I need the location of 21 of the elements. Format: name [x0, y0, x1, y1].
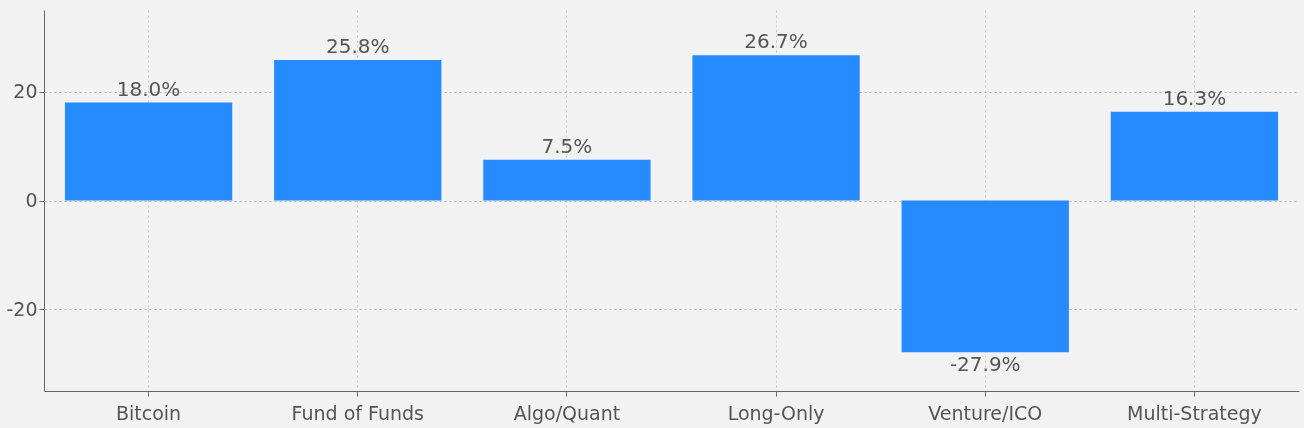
bar — [64, 102, 233, 201]
bar — [483, 159, 651, 201]
x-tick-label: Bitcoin — [116, 401, 182, 424]
bar — [274, 60, 442, 201]
bar — [1110, 111, 1279, 201]
x-tick-label: Fund of Funds — [291, 401, 424, 424]
x-tick-label: Multi-Strategy — [1127, 401, 1262, 424]
x-tick-label: Long-Only — [727, 401, 825, 424]
data-label: 7.5% — [541, 133, 593, 158]
bar — [692, 55, 860, 201]
y-tick-label: 20 — [13, 80, 38, 103]
data-label: 26.7% — [744, 29, 808, 54]
y-tick-label: 0 — [25, 189, 38, 211]
x-tick-label: Venture/ICO — [928, 401, 1043, 424]
data-label: 18.0% — [116, 76, 181, 101]
y-tick-label: -20 — [6, 297, 38, 320]
data-label: -27.9% — [949, 352, 1021, 377]
data-label: 16.3% — [1162, 85, 1227, 110]
data-label: 25.8% — [325, 34, 390, 59]
x-tick-label: Algo/Quant — [513, 401, 621, 424]
bar — [901, 200, 1069, 353]
